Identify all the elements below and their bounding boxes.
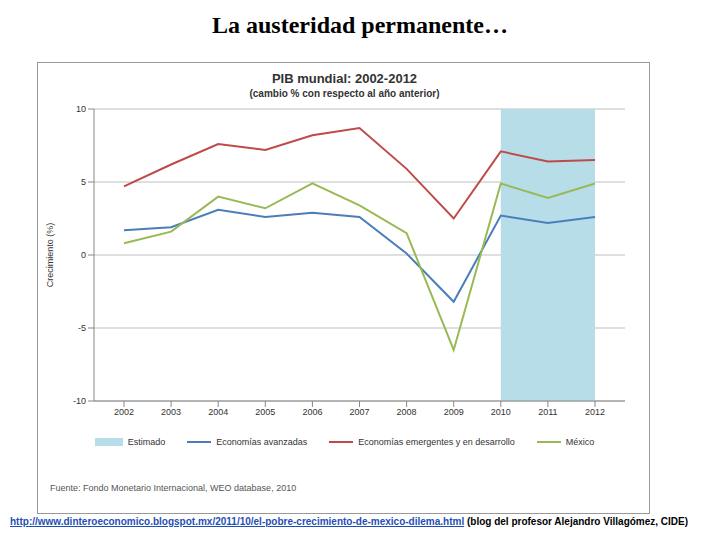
svg-text:2006: 2006 (302, 407, 322, 417)
svg-text:5: 5 (81, 177, 86, 187)
svg-text:2005: 2005 (255, 407, 275, 417)
svg-text:2002: 2002 (114, 407, 134, 417)
html-text:(cambio % con respecto al año: (cambio % con respecto al año anterior) (249, 88, 440, 99)
html-text:Economías emergentes y en desa: Economías emergentes y en desarrollo (358, 437, 515, 447)
svg-text:2008: 2008 (397, 407, 417, 417)
svg-text:2003: 2003 (161, 407, 181, 417)
html-text:México: México (565, 437, 595, 447)
svg-text:2010: 2010 (491, 407, 511, 417)
svg-text:0: 0 (81, 250, 86, 260)
html-text:Fuente: Fondo Monetario Intern: Fuente: Fondo Monetario Internacional, W… (50, 483, 297, 493)
svg-text:2009: 2009 (444, 407, 464, 417)
svg-text:Crecimiento (%): Crecimiento (%) (45, 223, 55, 288)
html-text:http://www.dinteroeconomico.bl: http://www.dinteroeconomico.blogspot.mx/… (10, 516, 689, 527)
html-text:Estimado: Estimado (127, 437, 166, 447)
html-text:Economías avanzadas: Economías avanzadas (216, 437, 308, 447)
svg-text:2004: 2004 (208, 407, 228, 417)
html-text:La austeridad permanente…: La austeridad permanente… (212, 12, 508, 38)
svg-text:10: 10 (76, 104, 86, 114)
svg-text:2011: 2011 (538, 407, 557, 417)
svg-text:2007: 2007 (349, 407, 369, 417)
svg-text:2012: 2012 (585, 407, 605, 417)
html-text:PIB mundial: 2002-2012: PIB mundial: 2002-2012 (271, 71, 418, 86)
svg-text:-10: -10 (73, 396, 86, 406)
svg-text:-5: -5 (78, 323, 86, 333)
